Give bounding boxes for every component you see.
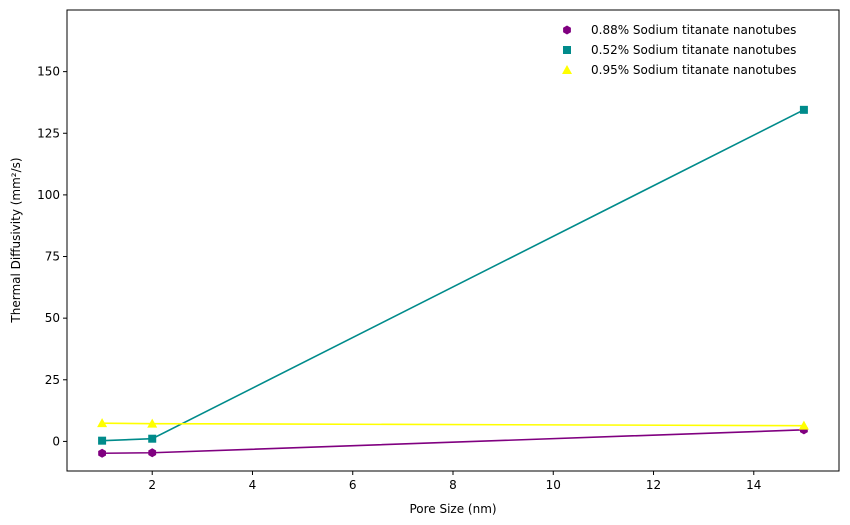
legend-label-2: 0.52% Sodium titanate nanotubes	[591, 43, 796, 57]
x-tick-label: 6	[349, 478, 357, 492]
y-axis-title: Thermal Diffusivity (mm²/s)	[9, 157, 23, 323]
data-point-s3-2	[147, 418, 158, 428]
legend-marker-3	[562, 65, 572, 74]
y-tick-label: 100	[37, 188, 60, 202]
y-tick-label: 25	[45, 373, 60, 387]
x-tick-label: 14	[746, 478, 761, 492]
data-point-s2-3	[799, 105, 808, 114]
y-tick-label: 50	[45, 311, 60, 325]
plot-area	[97, 105, 809, 458]
data-point-s3-1	[97, 418, 108, 428]
legend-marker-2	[563, 46, 571, 54]
x-axis-title: Pore Size (nm)	[409, 502, 496, 516]
data-point-s2-1	[98, 436, 107, 445]
x-tick-label: 4	[249, 478, 257, 492]
legend-label-1: 0.88% Sodium titanate nanotubes	[591, 23, 796, 37]
axes: 2 4 6 8 10 12 14 0 25 50 75 100 125 150	[37, 9, 840, 492]
legend: 0.88% Sodium titanate nanotubes 0.52% Sod…	[562, 23, 796, 77]
y-tick-label: 0	[52, 434, 60, 448]
data-point-s2-2	[148, 434, 157, 443]
data-point-s1-2	[148, 448, 157, 458]
x-tick-label: 12	[646, 478, 661, 492]
legend-label-3: 0.95% Sodium titanate nanotubes	[591, 63, 796, 77]
data-point-s3-3	[798, 420, 809, 430]
x-tick-label: 10	[546, 478, 561, 492]
data-point-s1-1	[98, 448, 106, 458]
y-tick-label: 150	[37, 65, 60, 79]
y-tick-label: 75	[45, 250, 60, 264]
x-tick-label: 8	[449, 478, 457, 492]
y-tick-label: 125	[37, 126, 60, 140]
x-tick-label: 2	[148, 478, 156, 492]
legend-marker-1	[563, 25, 571, 35]
